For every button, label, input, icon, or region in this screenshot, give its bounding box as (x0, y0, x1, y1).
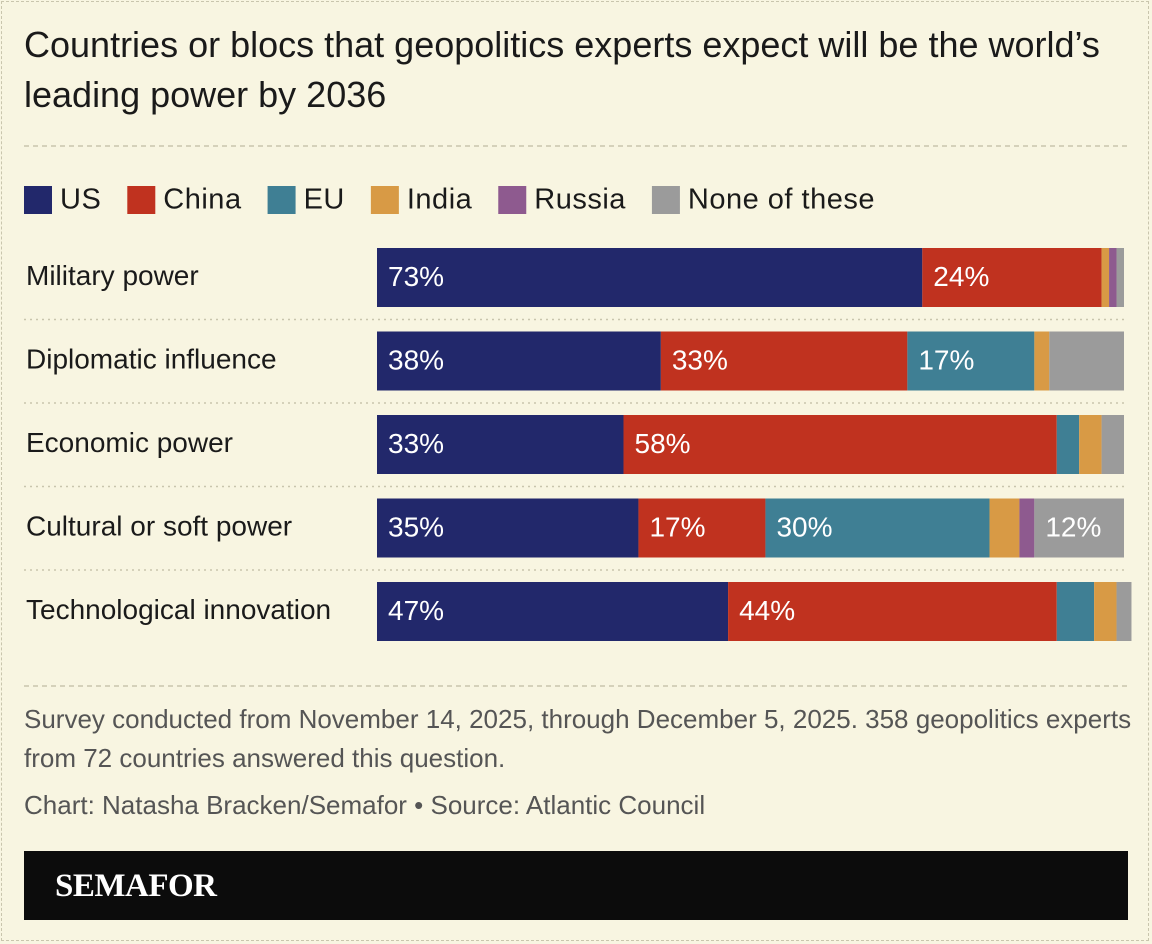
bar-segment (1034, 498, 1124, 558)
bar-segment (1101, 415, 1124, 474)
value-label: 35% (388, 511, 444, 542)
value-label: 24% (933, 261, 989, 292)
chart-title: Countries or blocs that geopolitics expe… (24, 24, 1100, 115)
chart: US China EU India Russia None of these Militar… (24, 145, 1132, 687)
bar-segment (1056, 415, 1080, 474)
value-label: 73% (388, 261, 444, 292)
bar-segment (638, 498, 766, 558)
bar-segment (1019, 498, 1035, 558)
bar-segment (1109, 248, 1117, 307)
bar-segment (765, 498, 990, 558)
value-label: 44% (739, 595, 795, 626)
bar-segment (660, 331, 908, 391)
category-label: Economic power (26, 427, 233, 458)
bar-segment (989, 498, 1020, 558)
value-label: 38% (388, 344, 444, 375)
value-label: 30% (776, 511, 832, 542)
legend-label: India (407, 184, 473, 216)
category-label: Technological innovation (26, 594, 331, 625)
bar-segment (1049, 331, 1124, 391)
footnote: Survey conducted from November 14, 2025,… (24, 704, 1132, 773)
bar-segment (377, 498, 639, 558)
legend-swatch (267, 186, 296, 214)
bar-segment (1034, 331, 1050, 391)
legend-label: None of these (688, 184, 875, 216)
bar-segment (377, 331, 661, 391)
bar-segment (1094, 582, 1117, 641)
bar-segment (1116, 582, 1132, 641)
bar-segment (377, 248, 923, 307)
legend-label: EU (304, 184, 345, 216)
value-label: 33% (672, 344, 728, 375)
value-label: 12% (1045, 511, 1101, 542)
bar-segment (1101, 248, 1110, 307)
value-label: 17% (649, 511, 705, 542)
credit: Chart: Natasha Bracken/Semafor • Source:… (24, 790, 706, 820)
bar-segment (728, 582, 1057, 641)
legend-swatch (370, 186, 399, 214)
legend-swatch (127, 186, 156, 214)
bar-segment (377, 415, 624, 474)
legend-label: China (163, 184, 242, 216)
legend-label: US (60, 184, 101, 216)
bar-segment (907, 331, 1035, 391)
category-label: Diplomatic influence (26, 343, 277, 374)
brand: SEMAFOR (55, 868, 217, 904)
bar-segment (922, 248, 1102, 307)
legend-swatch (24, 186, 52, 214)
brand-bar: SEMAFOR (24, 851, 1128, 920)
value-label: 33% (388, 428, 444, 459)
category-label: Military power (26, 260, 199, 291)
value-label: 47% (388, 595, 444, 626)
bar-segment (1116, 248, 1124, 307)
bar-segment (1056, 582, 1095, 641)
value-label: 58% (635, 428, 691, 459)
legend-swatch (498, 186, 527, 214)
legend-swatch (651, 186, 680, 214)
bar-segment (377, 582, 729, 641)
value-label: 17% (918, 344, 974, 375)
bar-segment (623, 415, 1057, 474)
category-label: Cultural or soft power (26, 510, 292, 541)
bar-segment (1079, 415, 1102, 474)
legend-label: Russia (534, 184, 626, 216)
